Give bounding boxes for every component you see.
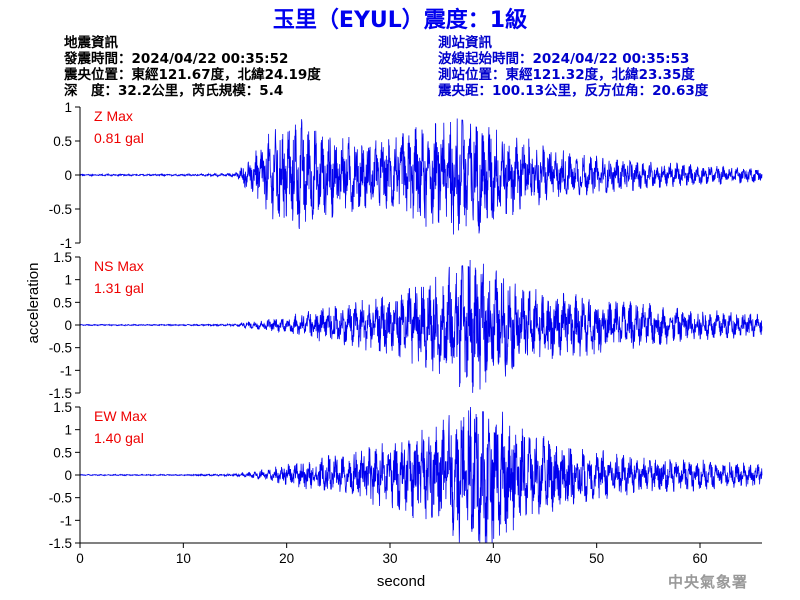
y-tick-label: -1 — [60, 363, 72, 378]
y-tick-label: -1 — [60, 236, 72, 251]
y-tick-label: -0.5 — [49, 491, 72, 506]
y-tick-label: -0.5 — [49, 202, 72, 217]
y-tick-label: -1.5 — [49, 536, 72, 551]
arrival-time: 波線起始時間：2024/04/22 00:35:53 — [438, 51, 690, 67]
max-label-ew: EW Max — [94, 408, 147, 424]
waveform-z — [79, 118, 763, 235]
waveform-ns — [79, 259, 763, 393]
y-axis-label: acceleration — [25, 263, 42, 344]
station-info-heading: 測站資訊 — [438, 35, 492, 51]
max-value-ns: 1.31 gal — [94, 280, 144, 296]
x-tick-label: 40 — [486, 551, 501, 566]
x-axis-label: second — [377, 573, 425, 590]
y-tick-label: 0.5 — [53, 295, 72, 310]
agency-footer: 中央氣象署 — [667, 573, 748, 591]
y-tick-label: 1.5 — [53, 400, 72, 415]
y-tick-label: -0.5 — [49, 341, 72, 356]
y-tick-label: 1 — [64, 100, 72, 115]
y-tick-label: -1.5 — [49, 386, 72, 401]
max-label-z: Z Max — [94, 108, 133, 124]
y-tick-label: 1 — [64, 273, 72, 288]
y-tick-label: 0 — [64, 168, 72, 183]
station-location: 測站位置：東經121.32度，北緯23.35度 — [438, 67, 695, 83]
y-tick-label: 0.5 — [53, 134, 72, 149]
depth-magnitude: 深 度：32.2公里，芮氏規模：5.4 — [64, 83, 284, 99]
x-tick-label: 60 — [692, 551, 707, 566]
y-tick-label: -1 — [60, 513, 72, 528]
max-value-ew: 1.40 gal — [94, 430, 144, 446]
event-info: 地震資訊 發震時間：2024/04/22 00:35:52 震央位置：東經121… — [64, 35, 321, 99]
epicenter: 震央位置：東經121.67度，北緯24.19度 — [64, 67, 321, 83]
x-tick-label: 30 — [382, 551, 397, 566]
epicentral-distance: 震央距：100.13公里，反方位角：20.63度 — [438, 83, 709, 99]
y-tick-label: 1.5 — [53, 250, 72, 265]
origin-time: 發震時間：2024/04/22 00:35:52 — [64, 51, 289, 67]
y-tick-label: 0 — [64, 318, 72, 333]
event-info-heading: 地震資訊 — [64, 35, 118, 51]
max-value-z: 0.81 gal — [94, 130, 144, 146]
y-tick-label: 0.5 — [53, 445, 72, 460]
max-label-ns: NS Max — [94, 258, 144, 274]
x-tick-label: 50 — [589, 551, 604, 566]
waveform-ew — [79, 406, 763, 544]
x-tick-label: 20 — [279, 551, 294, 566]
y-tick-label: 1 — [64, 423, 72, 438]
station-info: 測站資訊 波線起始時間：2024/04/22 00:35:53 測站位置：東經1… — [438, 35, 708, 99]
chart-title: 玉里（EYUL）震度：1級 — [272, 8, 528, 33]
x-tick-label: 10 — [176, 551, 191, 566]
y-tick-label: 0 — [64, 468, 72, 483]
x-tick-label: 0 — [76, 551, 84, 566]
